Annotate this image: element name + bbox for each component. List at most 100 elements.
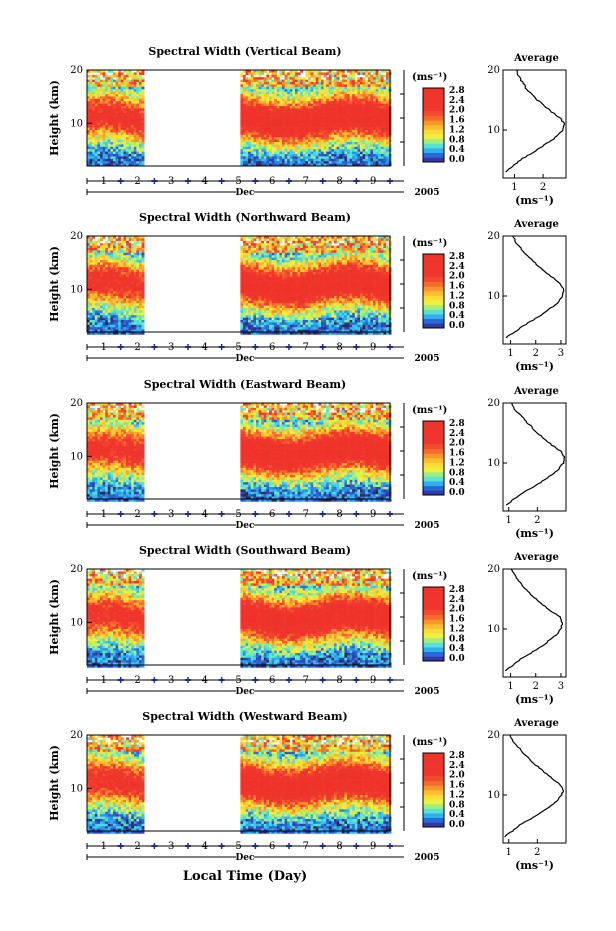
heatmap-frame xyxy=(86,235,391,333)
y-axis-label: Height (km) xyxy=(48,80,61,156)
colorbar-swatch xyxy=(423,143,444,149)
average-x-label: (ms⁻¹) xyxy=(515,194,554,207)
colorbar-swatch xyxy=(423,434,444,440)
average-y-tick-label: 20 xyxy=(487,730,500,741)
day-tick-label: 2 xyxy=(134,342,140,353)
average-x-tick-label: 1 xyxy=(506,847,512,858)
day-tick-label: 2 xyxy=(134,176,140,187)
colorbar-swatch xyxy=(423,291,444,296)
y-tick-label: 10 xyxy=(70,118,83,129)
year-label: 2005 xyxy=(414,188,439,198)
average-frame xyxy=(502,734,567,844)
panel-5: Spectral Width (Westward Beam) Height (km… xyxy=(48,710,567,872)
average-y-tick-label: 10 xyxy=(487,125,500,136)
colorbar-swatch xyxy=(423,134,444,140)
colorbar-tick-label: 0.8 xyxy=(449,135,465,145)
day-tick-label: 4 xyxy=(202,176,208,187)
average-x-tick-label: 1 xyxy=(506,515,512,526)
colorbar-swatch xyxy=(423,97,444,103)
average-y-tick-label: 10 xyxy=(487,624,500,635)
day-tick-label: 6 xyxy=(269,675,275,686)
year-label: 2005 xyxy=(414,354,439,364)
colorbar-swatch xyxy=(423,439,444,445)
day-tick-label: 1 xyxy=(101,841,107,852)
month-label: Dec xyxy=(235,188,255,198)
day-tick-label: 2 xyxy=(134,675,140,686)
colorbar-tick-label: 0.8 xyxy=(449,301,465,311)
colorbar-frame xyxy=(422,253,445,329)
day-tick-label: 6 xyxy=(269,176,275,187)
colorbar-swatch xyxy=(423,125,444,130)
colorbar-swatch xyxy=(423,771,444,777)
colorbar-swatch xyxy=(423,88,444,93)
average-x-label: (ms⁻¹) xyxy=(515,693,554,706)
colorbar-swatch xyxy=(423,453,444,459)
colorbar-swatch xyxy=(423,605,444,611)
colorbar-swatch xyxy=(423,421,444,426)
heatmap-cells xyxy=(87,70,392,167)
colorbar-swatch xyxy=(423,628,444,634)
day-tick-label: 5 xyxy=(235,841,241,852)
panel-title: Spectral Width (Westward Beam) xyxy=(142,710,347,723)
panel-title: Spectral Width (Southward Beam) xyxy=(139,544,351,557)
colorbar-frame xyxy=(422,420,445,496)
panel-title: Spectral Width (Vertical Beam) xyxy=(148,45,341,58)
heatmap-frame xyxy=(86,402,391,500)
day-tick-label: 3 xyxy=(168,342,174,353)
average-title: Average xyxy=(513,718,559,729)
average-profile-line xyxy=(504,568,564,672)
average-x-tick-label: 2 xyxy=(534,847,540,858)
colorbar-tick-label: 0.4 xyxy=(449,478,465,488)
colorbar-tick-label: 2.8 xyxy=(449,419,465,429)
y-axis-label: Height (km) xyxy=(48,579,61,655)
day-tick-label: 1 xyxy=(101,675,107,686)
colorbar-swatch xyxy=(423,304,444,310)
day-tick-label: 7 xyxy=(303,176,309,187)
panels: Spectral Width (Vertical Beam) Height (km… xyxy=(48,45,567,872)
colorbar-swatch xyxy=(423,458,444,463)
colorbar-swatch xyxy=(423,286,444,292)
colorbar-swatch xyxy=(423,600,444,606)
day-tick-label: 4 xyxy=(202,509,208,520)
colorbar-swatch xyxy=(423,614,444,620)
average-x-tick-label: 2 xyxy=(533,348,539,359)
average-x-tick-label: 1 xyxy=(507,681,513,692)
colorbar-tick-label: 0.4 xyxy=(449,311,465,321)
panel-title: Spectral Width (Northward Beam) xyxy=(139,211,351,224)
colorbar-frame xyxy=(422,87,445,163)
colorbar-swatch xyxy=(423,129,444,135)
colorbar-swatch xyxy=(423,799,444,805)
colorbar-tick-label: 0.0 xyxy=(449,155,465,165)
day-tick-label: 7 xyxy=(303,509,309,520)
colorbar-swatch xyxy=(423,106,444,112)
day-tick-label: 6 xyxy=(269,841,275,852)
colorbar-swatch xyxy=(423,425,444,431)
average-y-tick-label: 20 xyxy=(487,398,500,409)
colorbar-tick-label: 0.8 xyxy=(449,800,465,810)
average-frame xyxy=(502,402,567,512)
colorbar-swatch xyxy=(423,444,444,449)
average-x-label: (ms⁻¹) xyxy=(515,859,554,872)
colorbar-swatch xyxy=(423,448,444,454)
colorbar-tick-label: 2.4 xyxy=(449,595,465,605)
colorbar-swatch xyxy=(423,656,444,662)
day-tick-label: 7 xyxy=(303,841,309,852)
colorbar-swatch xyxy=(423,624,444,629)
colorbar-unit: (ms⁻¹) xyxy=(412,405,447,416)
y-axis-label: Height (km) xyxy=(48,413,61,489)
month-label: Dec xyxy=(235,354,255,364)
colorbar-tick-label: 2.8 xyxy=(449,86,465,96)
y-tick-label: 20 xyxy=(70,231,83,242)
colorbar-swatch xyxy=(423,138,444,144)
colorbar-unit: (ms⁻¹) xyxy=(412,72,447,83)
average-y-tick-label: 20 xyxy=(487,231,500,242)
day-tick-label: 1 xyxy=(101,342,107,353)
day-tick-label: 8 xyxy=(336,176,342,187)
day-tick-label: 3 xyxy=(168,176,174,187)
average-x-tick-label: 2 xyxy=(540,182,546,193)
colorbar-tick-label: 0.0 xyxy=(449,654,465,664)
panel-1: Spectral Width (Vertical Beam) Height (km… xyxy=(48,45,567,207)
colorbar-tick-label: 1.6 xyxy=(449,282,465,292)
colorbar-swatch xyxy=(423,101,444,107)
colorbar-tick-label: 0.4 xyxy=(449,810,465,820)
